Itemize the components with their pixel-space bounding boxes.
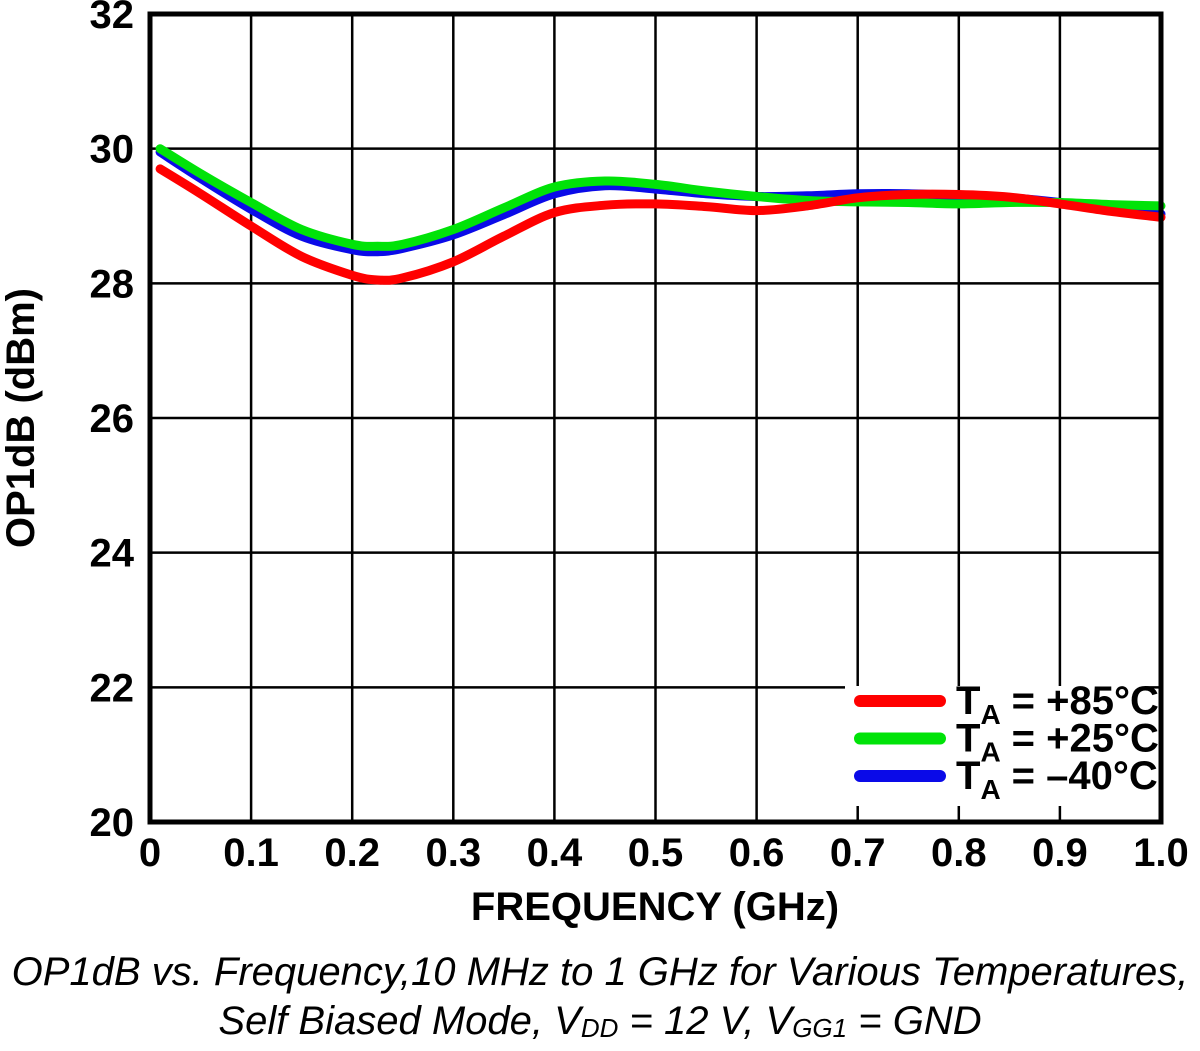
x-tick-label: 0.5: [628, 831, 684, 875]
caption-text-2c: = GND: [847, 999, 982, 1043]
x-tick-label: 1.0: [1133, 831, 1189, 875]
caption-text-2a: Self Biased Mode, V: [218, 999, 581, 1043]
x-tick-label: 0.2: [324, 831, 380, 875]
x-tick-label: 0.6: [729, 831, 785, 875]
temperature-curves: [155, 144, 1166, 285]
y-axis-title: OP1dB (dBm): [0, 288, 43, 548]
y-tick-label: 30: [90, 128, 135, 172]
caption-line-1: OP1dB vs. Frequency,10 MHz to 1 GHz for …: [0, 948, 1200, 997]
x-tick-label: 0.1: [223, 831, 279, 875]
caption-text-2b: = 12 V, V: [618, 999, 793, 1043]
x-tick-label: 0.8: [931, 831, 987, 875]
x-tick-labels: 0 0.1 0.2 0.3 0.4 0.5 0.6 0.7 0.8 0.9 1.0: [139, 831, 1189, 875]
y-tick-label: 32: [90, 0, 135, 37]
legend: TA = +85°CTA = +25°CTA = –40°C: [845, 679, 1159, 806]
plot-frame: [147, 11, 1164, 825]
x-tick-label: 0.4: [527, 831, 583, 875]
y-tick-labels: 20 22 24 26 28 30 32: [90, 0, 135, 845]
curve-25C: [155, 144, 1166, 251]
caption-text-1: OP1dB vs. Frequency,10 MHz to 1 GHz for …: [11, 950, 1189, 994]
x-axis-title: FREQUENCY (GHz): [471, 885, 839, 929]
y-tick-label: 20: [90, 801, 135, 845]
y-tick-label: 28: [90, 262, 135, 306]
y-tick-label: 22: [90, 666, 135, 710]
caption-sub-vgg1: GG1: [792, 1013, 848, 1044]
x-tick-label: 0.3: [425, 831, 481, 875]
x-tick-label: 0.7: [830, 831, 886, 875]
caption-sub-vdd: DD: [580, 1013, 619, 1044]
x-tick-label: 0.9: [1032, 831, 1088, 875]
legend-label: TA = +25°C: [956, 717, 1159, 768]
figure-caption: OP1dB vs. Frequency,10 MHz to 1 GHz for …: [0, 948, 1200, 1051]
y-tick-label: 26: [90, 397, 135, 441]
op1db-chart: TA = +85°CTA = +25°CTA = –40°C 0 0.1 0.2 0.3 0.…: [0, 0, 1189, 929]
legend-label: TA = +85°C: [956, 679, 1159, 730]
caption-line-2: Self Biased Mode, VDD = 12 V, VGG1 = GND: [0, 997, 1200, 1051]
x-tick-label: 0: [139, 831, 161, 875]
curve-85C: [155, 164, 1166, 285]
y-tick-label: 24: [90, 532, 135, 576]
legend-label: TA = –40°C: [956, 754, 1158, 805]
